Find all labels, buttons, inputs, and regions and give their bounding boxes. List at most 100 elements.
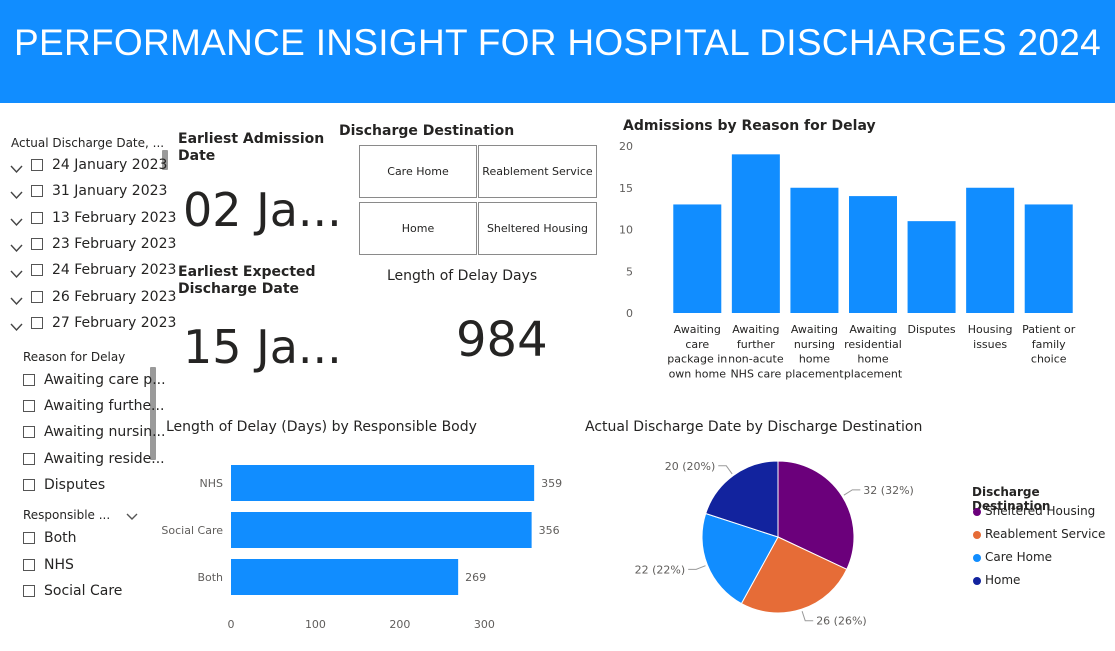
- chevron-down-icon[interactable]: [10, 239, 23, 252]
- checkbox[interactable]: [31, 316, 43, 329]
- header-banner: PERFORMANCE INSIGHT FOR HOSPITAL DISCHAR…: [0, 0, 1115, 103]
- x-tick-label: placement: [844, 367, 903, 380]
- reason-slicer-title: Reason for Delay: [23, 350, 126, 364]
- checkbox[interactable]: [23, 478, 35, 491]
- date-slicer-item[interactable]: 13 February 2023: [10, 208, 176, 228]
- tile-sheltered-housing[interactable]: Sheltered Housing: [478, 202, 597, 255]
- x-tick-label: placement: [785, 367, 844, 380]
- checkbox[interactable]: [31, 237, 43, 250]
- body-slicer-label: Social Care: [44, 583, 123, 599]
- pie-slice[interactable]: [701, 512, 779, 605]
- tile-home[interactable]: Home: [359, 202, 477, 255]
- date-slicer-item[interactable]: 27 February 2023: [10, 313, 176, 333]
- bar[interactable]: [849, 196, 897, 313]
- date-slicer-item[interactable]: 24 February 2023: [10, 260, 176, 280]
- checkbox[interactable]: [23, 426, 35, 439]
- date-slicer-item[interactable]: 26 February 2023: [10, 287, 176, 307]
- checkbox[interactable]: [31, 185, 43, 198]
- data-label: 269: [465, 571, 486, 584]
- legend-label: Care Home: [985, 550, 1053, 564]
- checkbox[interactable]: [23, 374, 35, 386]
- x-tick-label: home: [857, 353, 888, 366]
- leader-line: [843, 489, 861, 496]
- x-tick-label: 0: [228, 618, 235, 631]
- chevron-down-icon[interactable]: [10, 265, 23, 279]
- legend-marker: [973, 576, 981, 585]
- pie-chart-title: Actual Discharge Date by Discharge Desti…: [585, 419, 923, 435]
- reason-slicer-label: Awaiting furthe...: [44, 398, 165, 415]
- legend-marker: [973, 507, 981, 516]
- chevron-down-icon[interactable]: [10, 292, 23, 305]
- x-tick-label: issues: [973, 338, 1007, 351]
- kpi-discharge-title: Earliest Expected Discharge Date: [178, 264, 316, 297]
- leader-line: [801, 611, 814, 622]
- x-tick-label: 300: [474, 618, 495, 631]
- checkbox[interactable]: [23, 558, 35, 571]
- checkbox[interactable]: [23, 532, 35, 544]
- bar[interactable]: [1024, 204, 1073, 313]
- body-slicer-item[interactable]: NHS: [23, 555, 74, 575]
- legend-item[interactable]: Sheltered Housing: [973, 504, 1095, 518]
- reason-slicer-label: Awaiting reside...: [44, 450, 165, 467]
- body-slicer-item[interactable]: Social Care: [23, 581, 122, 601]
- x-tick-label: Awaiting: [732, 323, 779, 336]
- legend-label: Sheltered Housing: [985, 504, 1096, 518]
- checkbox[interactable]: [31, 159, 43, 171]
- data-label: 356: [539, 524, 560, 537]
- checkbox[interactable]: [23, 400, 35, 413]
- checkbox[interactable]: [31, 264, 43, 277]
- chevron-down-icon[interactable]: [125, 508, 139, 520]
- y-tick-label: 15: [619, 182, 633, 195]
- y-tick-label: 10: [619, 224, 633, 237]
- date-slicer-scrollbar[interactable]: [162, 150, 168, 170]
- checkbox[interactable]: [23, 585, 35, 597]
- x-tick-label: 200: [389, 618, 410, 631]
- tile-reablement-service[interactable]: Reablement Service: [478, 145, 597, 198]
- bar[interactable]: [231, 559, 459, 595]
- kpi-admission-value: 02 Ja...: [183, 183, 342, 237]
- pie-slice[interactable]: [705, 460, 779, 538]
- kpi-admission-title: Earliest Admission Date: [178, 131, 325, 164]
- checkbox[interactable]: [31, 211, 43, 224]
- chevron-down-icon[interactable]: [10, 213, 23, 226]
- checkbox[interactable]: [23, 452, 35, 465]
- x-tick-label: Awaiting: [791, 323, 838, 336]
- legend-item[interactable]: Home: [973, 573, 1020, 587]
- reason-slicer-item[interactable]: Awaiting reside...: [23, 449, 165, 469]
- reason-slicer-item[interactable]: Awaiting nursin...: [23, 422, 165, 442]
- reason-slicer-item[interactable]: Awaiting furthe...: [23, 396, 164, 416]
- legend-item[interactable]: Reablement Service: [973, 527, 1105, 541]
- body-slicer-item[interactable]: Both: [23, 528, 77, 548]
- x-tick-label: Disputes: [908, 323, 956, 336]
- x-tick-label: Awaiting: [849, 323, 896, 336]
- pie-slice[interactable]: [777, 460, 855, 571]
- tile-care-home[interactable]: Care Home: [359, 145, 477, 198]
- reason-slicer-item[interactable]: Awaiting care p...: [23, 370, 166, 390]
- reason-slicer-scrollbar[interactable]: [150, 367, 156, 460]
- bar[interactable]: [907, 221, 956, 313]
- data-label: 32 (32%): [863, 484, 914, 497]
- legend-marker: [973, 553, 981, 562]
- bar[interactable]: [231, 512, 532, 548]
- legend-item[interactable]: Care Home: [973, 550, 1052, 564]
- bar[interactable]: [731, 154, 780, 313]
- date-slicer-item[interactable]: 31 January 2023: [10, 181, 167, 201]
- bar[interactable]: [231, 465, 535, 501]
- reason-slicer-item[interactable]: Disputes: [23, 475, 105, 495]
- x-tick-label: non-acute: [728, 353, 784, 366]
- destination-tiles-title: Discharge Destination: [339, 123, 515, 139]
- date-slicer-item[interactable]: 23 February 2023: [10, 234, 176, 254]
- chevron-down-icon[interactable]: [10, 160, 23, 174]
- bar[interactable]: [966, 187, 1015, 313]
- date-slicer-item[interactable]: 24 January 2023: [10, 155, 167, 175]
- y-tick-label: Social Care: [161, 524, 223, 537]
- checkbox[interactable]: [31, 290, 43, 303]
- chevron-down-icon[interactable]: [10, 186, 23, 200]
- chevron-down-icon[interactable]: [10, 318, 23, 331]
- date-slicer-label: 24 January 2023: [52, 157, 168, 173]
- bar[interactable]: [673, 204, 722, 313]
- bar[interactable]: [790, 187, 839, 313]
- leader-line: [688, 565, 706, 570]
- data-label: 359: [541, 477, 562, 490]
